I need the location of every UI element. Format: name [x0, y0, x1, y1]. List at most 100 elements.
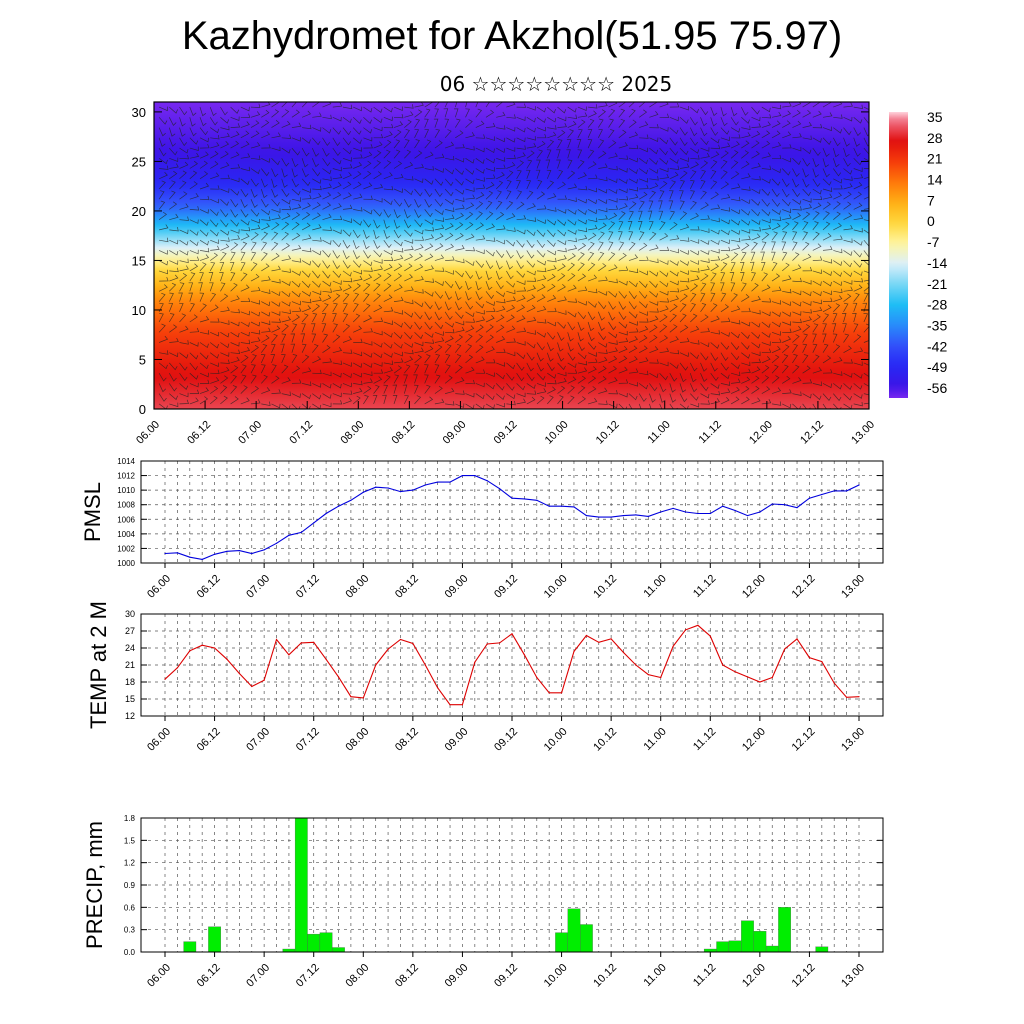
wind-barb	[771, 168, 781, 174]
wind-barb	[658, 210, 664, 220]
wind-barb	[475, 301, 485, 309]
wind-barb	[506, 304, 516, 313]
wind-barb	[393, 160, 403, 169]
wind-barb	[659, 372, 668, 381]
wind-barb	[750, 251, 756, 261]
wind-barb	[158, 190, 165, 200]
wind-barb	[189, 206, 200, 211]
wind-barb	[475, 108, 483, 118]
wind-barb	[199, 372, 209, 378]
wind-barb	[179, 392, 189, 398]
wind-barb	[700, 282, 707, 292]
wind-barb	[199, 247, 210, 253]
wind-barb	[404, 286, 414, 292]
precip-bar	[765, 945, 779, 953]
wind-barb	[210, 331, 220, 337]
wind-barb	[240, 199, 248, 208]
wind-barb	[690, 402, 700, 408]
wind-barb	[843, 359, 853, 364]
wind-barb	[179, 258, 189, 264]
wind-barb	[720, 239, 730, 245]
wind-barb	[383, 139, 392, 149]
wind-barb	[383, 219, 390, 229]
wind-barb	[639, 134, 649, 139]
wind-barb	[373, 293, 381, 302]
wind-barb	[383, 320, 393, 325]
wind-barb	[577, 252, 585, 261]
wind-barb	[679, 362, 689, 371]
wind-barb	[833, 192, 842, 200]
wind-barb	[322, 192, 332, 200]
wind-barb	[659, 383, 667, 393]
wind-barb	[322, 213, 332, 221]
wind-barb	[639, 147, 649, 153]
wind-barb	[628, 168, 638, 174]
wind-barb	[495, 393, 505, 400]
wind-barb	[291, 168, 298, 178]
wind-barb	[679, 170, 688, 180]
wind-barb	[353, 372, 363, 378]
wind-barb	[741, 242, 750, 251]
wind-barb	[383, 263, 393, 272]
wind-barb	[250, 354, 257, 364]
wind-barb	[444, 168, 454, 175]
wind-barb	[485, 181, 495, 190]
wind-barb	[179, 137, 188, 147]
wind-barb	[220, 188, 230, 193]
wind-barb	[669, 303, 678, 313]
pmsl-point	[821, 493, 823, 496]
precip-bar	[332, 947, 345, 953]
wind-barb	[598, 342, 608, 348]
temp2m-point	[399, 638, 402, 641]
wind-barb	[587, 386, 597, 394]
pmsl-point	[226, 550, 228, 552]
wind-barb	[342, 204, 353, 210]
wind-barb	[260, 364, 266, 374]
wind-barb	[199, 362, 209, 370]
wind-barb	[311, 333, 317, 343]
wind-barb	[281, 134, 292, 139]
wind-barb	[465, 102, 468, 108]
wind-barb	[179, 273, 188, 282]
wind-barb	[179, 117, 186, 127]
wind-barb	[188, 282, 194, 292]
wind-barb	[404, 139, 410, 149]
pmsl-point	[238, 550, 240, 552]
wind-barb	[710, 303, 718, 313]
wind-barb	[690, 260, 700, 265]
wind-barb	[260, 188, 268, 199]
wind-barb	[761, 272, 768, 282]
wind-barb	[312, 224, 322, 231]
wind-barb	[598, 231, 605, 241]
wind-barb	[567, 237, 577, 243]
wind-barb	[608, 278, 618, 284]
wind-barb	[730, 342, 740, 351]
wind-barb	[547, 379, 557, 385]
wind-barb	[659, 221, 666, 231]
wind-barb	[618, 379, 629, 384]
wind-barb	[404, 332, 413, 340]
wind-barb	[403, 209, 411, 219]
wind-barb	[169, 157, 179, 162]
wind-barb	[230, 321, 240, 327]
wind-barb	[751, 375, 760, 384]
wind-barb	[546, 352, 554, 362]
wind-barb	[158, 180, 166, 190]
wind-barb	[363, 274, 373, 282]
wind-barb	[301, 168, 309, 178]
wind-barb	[710, 144, 721, 150]
wind-barb	[526, 136, 536, 141]
wind-barb	[220, 237, 230, 242]
wind-barb	[424, 108, 431, 118]
wind-barb	[608, 340, 618, 345]
wind-barb	[414, 236, 424, 241]
wind-barb	[434, 398, 445, 405]
wind-barb	[178, 292, 183, 302]
pmsl-point	[808, 497, 811, 499]
wind-barb	[199, 342, 209, 349]
wind-barb	[598, 263, 607, 272]
pmsl-point	[561, 505, 563, 507]
wind-barb	[526, 250, 535, 259]
wind-barb	[547, 131, 557, 139]
wind-barb	[281, 316, 291, 323]
